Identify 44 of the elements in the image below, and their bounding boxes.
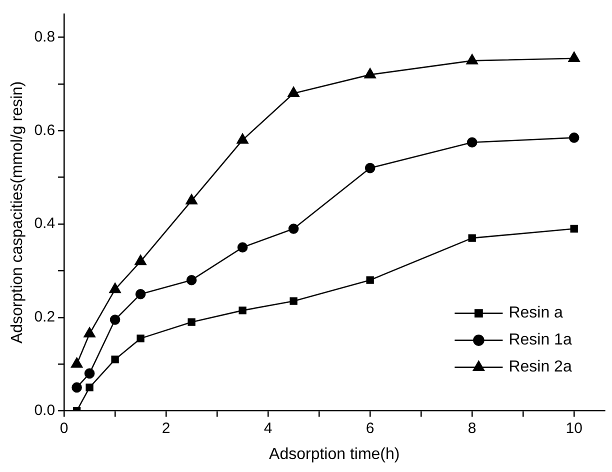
x-axis-title: Adsorption time(h) xyxy=(269,446,400,463)
point xyxy=(136,334,144,342)
point xyxy=(466,54,478,64)
y-tick-label: 0.6 xyxy=(34,122,56,139)
point xyxy=(134,254,146,266)
point xyxy=(188,318,196,326)
point xyxy=(72,382,82,393)
y-tick-label: 0.4 xyxy=(34,215,56,232)
point xyxy=(364,68,376,78)
point xyxy=(111,356,119,364)
legend-label: Resin 2a xyxy=(508,358,572,376)
x-tick-label: 2 xyxy=(162,420,170,437)
point xyxy=(570,224,578,233)
point xyxy=(84,368,95,379)
x-tick-label: 0 xyxy=(60,420,68,437)
point xyxy=(109,282,121,294)
point xyxy=(466,137,478,148)
point xyxy=(135,288,146,300)
x-tick-label: 10 xyxy=(566,420,582,437)
point xyxy=(568,52,580,62)
point xyxy=(364,162,376,174)
point xyxy=(186,194,198,204)
point xyxy=(290,297,298,305)
point xyxy=(86,384,94,392)
legend-label: Resin 1a xyxy=(508,332,572,349)
legend-label: Resin a xyxy=(508,304,564,322)
x-tick-label: 6 xyxy=(366,420,374,437)
y-tick-label: 0.8 xyxy=(34,28,56,46)
x-tick-label: 8 xyxy=(468,420,476,437)
y-tick-label: 0.2 xyxy=(34,308,56,326)
point xyxy=(568,132,580,143)
x-tick-label: 4 xyxy=(264,420,272,437)
point xyxy=(84,327,96,338)
point xyxy=(288,224,299,234)
point xyxy=(236,133,248,144)
point xyxy=(468,234,476,242)
y-tick-label: 0.0 xyxy=(34,402,56,419)
point xyxy=(366,276,374,284)
point xyxy=(238,306,246,314)
point xyxy=(237,242,248,253)
point xyxy=(110,314,120,325)
point xyxy=(186,274,197,286)
y-axis-title: Adsorption caspacities(mmol/g resin) xyxy=(9,81,26,344)
point xyxy=(288,86,300,98)
